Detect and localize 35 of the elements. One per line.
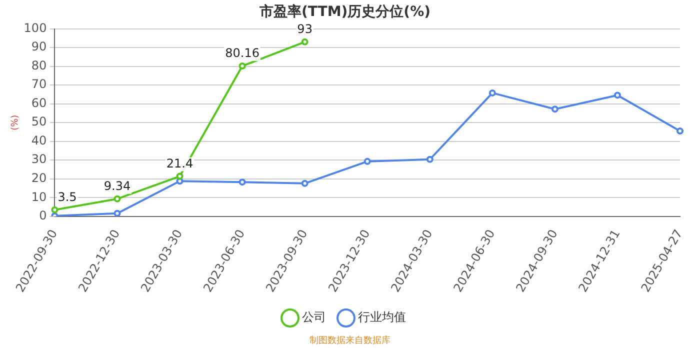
point xyxy=(551,106,558,113)
y-tick-label: 40 xyxy=(31,133,47,148)
data-label: 80.16 xyxy=(225,46,260,60)
text: 制图数据来自数据库 xyxy=(308,334,392,348)
chart-title: 市盈率(TTM)历史分位(%) xyxy=(258,3,430,20)
point xyxy=(238,178,246,186)
point xyxy=(114,195,121,202)
point xyxy=(301,180,308,187)
y-tick-label: 20 xyxy=(31,171,47,186)
y-tick-label: 30 xyxy=(31,152,47,166)
data-label: 9.34 xyxy=(104,179,131,194)
y-tick-label: 0 xyxy=(39,208,47,223)
point xyxy=(176,172,184,180)
point xyxy=(676,128,684,135)
point xyxy=(364,158,371,165)
y-tick-label: 90 xyxy=(31,40,47,54)
point xyxy=(614,92,621,99)
y-tick-label: 60 xyxy=(31,96,47,110)
y-axis-title: (%) xyxy=(10,114,21,130)
point xyxy=(114,210,121,216)
point xyxy=(301,38,308,46)
point xyxy=(426,156,434,163)
y-tick-label: 50 xyxy=(31,114,47,129)
y-tick-label: 80 xyxy=(31,58,47,72)
point xyxy=(238,62,246,70)
legend-label: 行业均值 xyxy=(358,310,406,324)
y-tick-label: 70 xyxy=(31,77,47,92)
data-label: 93 xyxy=(297,22,312,36)
data-label: 3.5 xyxy=(58,190,77,204)
data-label: 21.4 xyxy=(166,156,194,170)
y-tick-label: 10 xyxy=(31,190,47,204)
point xyxy=(51,206,58,214)
point xyxy=(488,89,496,96)
legend-label: 公司 xyxy=(302,310,326,324)
y-tick-label: 100 xyxy=(24,20,47,35)
